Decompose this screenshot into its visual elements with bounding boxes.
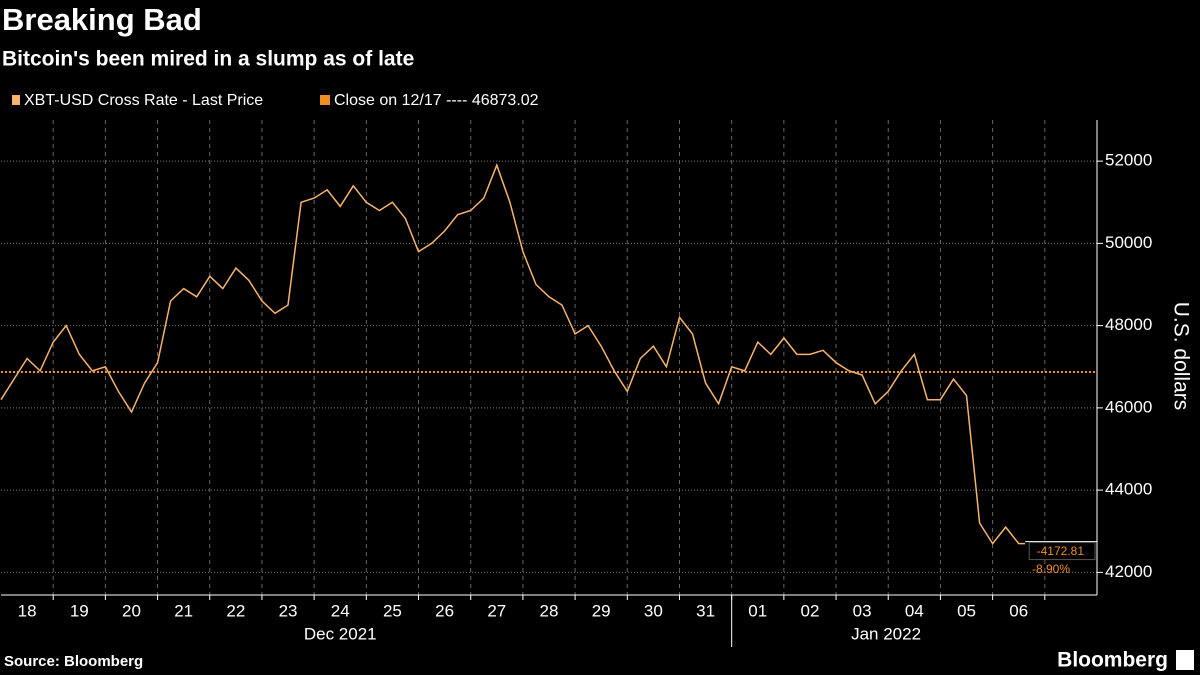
month-label: Dec 2021 (304, 624, 377, 643)
brand-icon (1176, 650, 1194, 670)
x-tick-label: 02 (800, 601, 819, 620)
change-box (1028, 542, 1096, 561)
y-tick-label: 50000 (1105, 233, 1152, 252)
y-axis-label: U.S. dollars (1169, 302, 1192, 411)
x-tick-label: 29 (592, 601, 611, 620)
x-tick-label: 06 (1009, 601, 1028, 620)
x-tick-label: 04 (905, 601, 924, 620)
y-tick-label: 52000 (1105, 151, 1152, 170)
x-tick-label: 21 (174, 601, 193, 620)
y-tick-label: 42000 (1105, 562, 1152, 581)
x-tick-label: 30 (644, 601, 663, 620)
change-label: -4172.81 (1037, 544, 1085, 558)
price-line (0, 163, 1026, 545)
y-tick-label: 46000 (1105, 397, 1152, 416)
y-tick-label: 44000 (1105, 480, 1152, 499)
source: Source: Bloomberg (4, 653, 143, 670)
x-tick-label: 20 (122, 601, 141, 620)
legend-label: Close on 12/17 ---- 46873.02 (334, 92, 539, 109)
x-tick-label: 31 (696, 601, 715, 620)
x-tick-label: 22 (226, 601, 245, 620)
x-tick-label: 19 (70, 601, 89, 620)
x-tick-label: 27 (487, 601, 506, 620)
y-tick-label: 48000 (1105, 315, 1152, 334)
chart-title: Breaking Bad (2, 2, 202, 37)
x-tick-label: 26 (435, 601, 454, 620)
x-tick-label: 24 (331, 601, 350, 620)
x-tick-label: 03 (853, 601, 872, 620)
x-tick-label: 18 (18, 601, 37, 620)
month-label: Jan 2022 (851, 624, 921, 643)
x-tick-label: 25 (383, 601, 402, 620)
x-tick-label: 23 (279, 601, 298, 620)
x-tick-label: 01 (748, 601, 767, 620)
brand: Bloomberg (1057, 649, 1168, 672)
change-label: -8.90% (1032, 562, 1070, 576)
legend-swatch (12, 95, 20, 105)
chart-subtitle: Bitcoin's been mired in a slump as of la… (2, 48, 414, 71)
legend-swatch (320, 95, 330, 105)
legend-label: XBT-USD Cross Rate - Last Price (24, 92, 263, 109)
x-tick-label: 28 (540, 601, 559, 620)
x-tick-label: 05 (957, 601, 976, 620)
